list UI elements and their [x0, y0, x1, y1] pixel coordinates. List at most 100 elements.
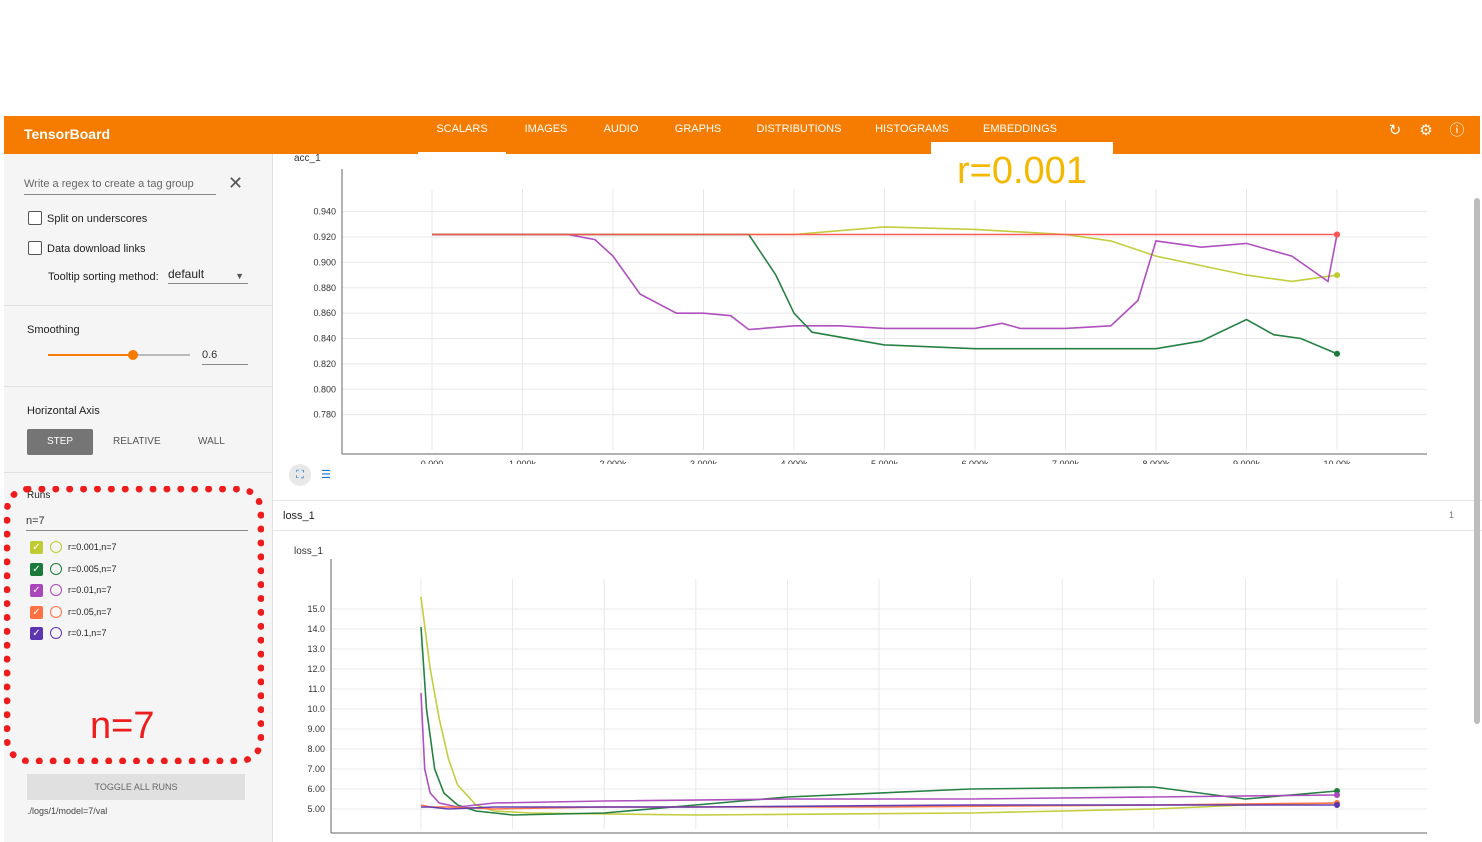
x-tick-label: 5.000k	[871, 459, 899, 464]
y-tick-label: 13.0	[307, 644, 325, 654]
y-tick-label: 9.00	[307, 724, 325, 734]
series-line	[432, 233, 1338, 355]
scrollbar[interactable]	[1474, 198, 1480, 724]
run-color-radio[interactable]	[50, 584, 62, 596]
split-label: Split on underscores	[47, 213, 148, 225]
y-tick-label: 11.0	[308, 684, 325, 694]
y-tick-label: 10.0	[307, 704, 325, 714]
runs-label: Runs	[27, 490, 51, 501]
x-tick-label: 10.00k	[1323, 459, 1351, 464]
top-icons: ↻ ⚙ ⓘ	[1375, 120, 1468, 146]
y-tick-label: 0.940	[313, 207, 336, 217]
run-label: r=0.01,n=7	[68, 585, 112, 595]
annotation-label: n=7	[90, 705, 155, 747]
y-tick-label: 5.00	[307, 804, 325, 814]
series-end-point	[1334, 272, 1340, 279]
help-icon[interactable]: ⓘ	[1449, 122, 1465, 139]
smoothing-input[interactable]: 0.6	[202, 348, 248, 365]
run-checkbox[interactable]: ✓	[30, 562, 43, 576]
toggle-all-runs-button[interactable]: TOGGLE ALL RUNS	[27, 774, 245, 800]
close-icon[interactable]: ✕	[228, 173, 244, 193]
run-label: r=0.05,n=7	[68, 606, 112, 617]
x-tick-label: 6.000k	[961, 459, 989, 464]
x-tick-label: 4.000k	[780, 459, 808, 464]
run-color-radio[interactable]	[50, 541, 62, 553]
tooltip-value: default	[168, 267, 205, 281]
step-button[interactable]: STEP	[27, 429, 93, 455]
run-color-radio[interactable]	[50, 562, 62, 575]
series-line	[420, 692, 1338, 808]
tab-distributions[interactable]: DISTRIBUTIONS	[756, 123, 842, 135]
split-checkbox[interactable]	[28, 211, 42, 225]
run-checkbox[interactable]: ✓	[30, 584, 43, 597]
y-tick-label: 8.00	[307, 744, 325, 754]
chevron-down-icon: ▼	[235, 271, 244, 281]
tab-audio[interactable]: AUDIO	[603, 123, 639, 135]
y-tick-label: 0.800	[313, 384, 336, 394]
tab-images[interactable]: IMAGES	[524, 123, 568, 135]
y-tick-label: 0.880	[313, 283, 336, 293]
slider-handle[interactable]	[128, 350, 139, 360]
divider	[273, 500, 1482, 501]
run-checkbox[interactable]: ✓	[30, 605, 43, 619]
runs-filter-input[interactable]: n=7	[26, 514, 248, 531]
x-tick-label: 2.000k	[599, 459, 627, 464]
tab-histograms[interactable]: HISTOGRAMS	[875, 123, 949, 135]
x-tick-label: 1.000k	[509, 459, 537, 464]
run-checkbox[interactable]: ✓	[30, 627, 43, 640]
y-tick-label: 15.0	[307, 604, 325, 614]
fit-domain-icon[interactable]: ⛶	[289, 464, 311, 486]
log-path: ./logs/1/model=7/val	[27, 806, 108, 816]
regex-input[interactable]: Write a regex to create a tag group	[24, 176, 216, 195]
y-tick-label: 0.820	[313, 359, 336, 369]
series-line	[420, 596, 1338, 816]
divider	[4, 386, 272, 387]
top-bar: TensorBoard SCALARS IMAGES AUDIO GRAPHS …	[4, 116, 1480, 154]
sidebar: Write a regex to create a tag group ✕ Sp…	[4, 154, 273, 842]
series-line	[421, 804, 1337, 810]
settings-icon[interactable]: ⚙	[1419, 122, 1433, 139]
tab-scalars[interactable]: SCALARS	[418, 116, 506, 154]
haxis-label: Horizontal Axis	[27, 405, 100, 417]
loss-group-title[interactable]: loss_1	[283, 510, 315, 522]
y-tick-label: 0.780	[313, 410, 336, 420]
refresh-icon[interactable]: ↻	[1388, 122, 1402, 139]
x-tick-label: 0.000	[421, 459, 444, 464]
tooltip-select[interactable]: default ▼	[168, 267, 248, 284]
run-label: r=0.1,n=7	[68, 628, 107, 638]
app-title: TensorBoard	[24, 126, 111, 142]
series-end-point	[1334, 350, 1340, 357]
list-icon[interactable]: ☰	[321, 469, 331, 481]
loss-chart[interactable]: 15.0 14.0 13.0 12.0 11.0 10.0 9.00 8.00 7.00 6.00…	[273, 559, 1482, 839]
divider	[273, 530, 1482, 531]
smoothing-slider[interactable]	[48, 350, 190, 360]
tab-embeddings[interactable]: EMBEDDINGS	[983, 123, 1057, 135]
download-checkbox[interactable]	[28, 241, 42, 255]
y-tick-label: 0.860	[313, 308, 336, 318]
slider-fill	[48, 354, 134, 356]
y-tick-label: 14.0	[307, 624, 325, 634]
run-checkbox[interactable]: ✓	[30, 541, 43, 554]
tooltip-label: Tooltip sorting method:	[48, 271, 159, 283]
y-tick-label: 6.00	[307, 784, 325, 794]
run-callout: r=0.001	[931, 142, 1113, 200]
smoothing-label: Smoothing	[27, 324, 80, 336]
run-color-radio[interactable]	[50, 627, 62, 639]
x-tick-label: 7.000k	[1052, 459, 1080, 464]
x-tick-label: 3.000k	[690, 459, 718, 464]
acc-chart[interactable]: 0.940 0.920 0.900 0.880 0.860 0.840 0.820 0.800…	[273, 164, 1482, 464]
tab-graphs[interactable]: GRAPHS	[674, 123, 722, 135]
chart-toolbar: ⛶ ☰	[289, 464, 341, 486]
loss-group-count: 1	[1448, 510, 1454, 520]
x-tick-label: 8.000k	[1142, 459, 1170, 464]
relative-button[interactable]: RELATIVE	[113, 436, 161, 447]
series-end-point	[1334, 802, 1340, 808]
x-tick-label: 9.000k	[1233, 459, 1261, 464]
wall-button[interactable]: WALL	[198, 436, 225, 447]
acc-chart-title: acc_1	[294, 153, 321, 164]
run-color-radio[interactable]	[50, 605, 62, 618]
divider	[4, 305, 272, 306]
y-tick-label: 0.920	[313, 232, 336, 242]
loss-chart-title: loss_1	[294, 546, 323, 557]
run-label: r=0.005,n=7	[68, 563, 117, 574]
